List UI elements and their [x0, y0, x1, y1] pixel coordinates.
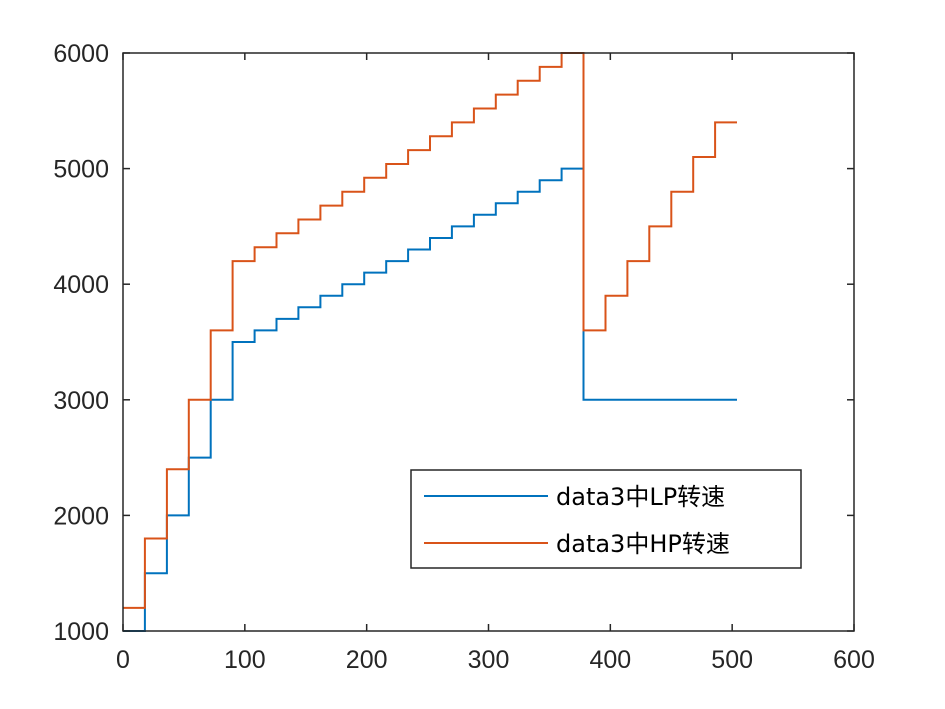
axes-layer: 0 100 200 300 400 500 600 1000 2000 3000 4000 5000 6… [53, 40, 874, 674]
y-tick-label: 5000 [53, 156, 109, 184]
x-tick-label: 200 [346, 646, 388, 674]
y-tick-label: 6000 [53, 40, 109, 68]
series-line-lp [123, 167, 737, 632]
x-tick-label: 100 [224, 646, 266, 674]
y-tick-label: 2000 [53, 502, 109, 530]
legend-label-hp: data3中HP转速 [556, 530, 730, 558]
y-tick-label: 1000 [53, 618, 109, 646]
x-tick-label: 600 [833, 646, 875, 674]
series-layer [123, 52, 737, 632]
legend-label-lp: data3中LP转速 [556, 483, 725, 511]
x-tick-label: 300 [468, 646, 510, 674]
legend: data3中LP转速 data3中HP转速 [410, 469, 802, 569]
x-tick-label: 400 [589, 646, 631, 674]
y-tick-label: 3000 [53, 387, 109, 415]
y-tick-label: 4000 [53, 271, 109, 299]
legend-box [410, 469, 802, 569]
x-tick-label: 0 [116, 646, 130, 674]
series-line-hp [123, 52, 737, 609]
x-tick-label: 500 [711, 646, 753, 674]
